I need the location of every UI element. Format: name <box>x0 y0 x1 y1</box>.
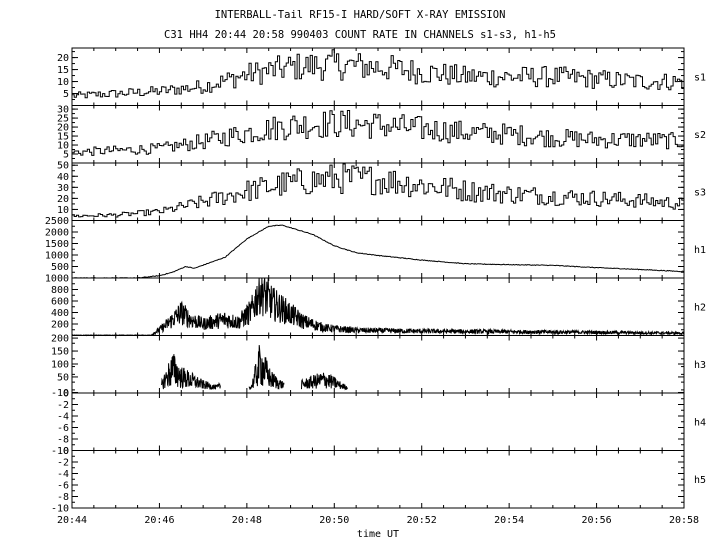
y-tick-label: -8 <box>57 492 69 503</box>
y-tick-label: 30 <box>57 183 69 194</box>
series-line-s2 <box>72 110 685 156</box>
panel-label-s1: s1 <box>694 72 706 83</box>
y-tick-label: 0 <box>63 446 69 457</box>
panel-frame-h1 <box>71 220 685 279</box>
panel-label-h4: h4 <box>694 417 706 428</box>
y-tick-label: -2 <box>57 458 69 469</box>
y-tick-label: 40 <box>57 172 69 183</box>
y-tick-label: 200 <box>51 334 69 345</box>
x-tick-label: 20:44 <box>57 515 87 526</box>
y-tick-label: 600 <box>51 297 69 308</box>
y-tick-label: -6 <box>57 423 69 434</box>
y-tick-label: 30 <box>57 105 69 116</box>
y-tick-label: 1000 <box>45 251 69 262</box>
x-tick-label: 20:48 <box>232 515 262 526</box>
y-tick-label: 500 <box>51 262 69 273</box>
y-tick-label: 15 <box>57 65 69 76</box>
panel-frame-h5 <box>71 450 685 509</box>
y-tick-label: 50 <box>57 372 69 383</box>
y-tick-label: -8 <box>57 435 69 446</box>
y-tick-label: -4 <box>57 412 69 423</box>
y-tick-label: -2 <box>57 400 69 411</box>
chart-title: INTERBALL-Tail RF15-I HARD/SOFT X-RAY EM… <box>214 9 506 21</box>
chart-subtitle: C31 HH4 20:44 20:58 990403 COUNT RATE IN… <box>164 29 556 41</box>
panels-group: 5101520s151015202530s21020304050s3500100… <box>45 47 706 515</box>
x-tick-label: 20:50 <box>319 515 349 526</box>
y-tick-label: 0 <box>63 389 69 400</box>
y-tick-label: 2500 <box>45 216 69 227</box>
series-line-s1 <box>72 49 685 99</box>
y-tick-label: -10 <box>51 446 69 457</box>
panel-label-s3: s3 <box>694 187 706 198</box>
x-tick-label: 20:46 <box>144 515 174 526</box>
y-tick-label: 50 <box>57 161 69 172</box>
y-tick-label: 1500 <box>45 239 69 250</box>
y-tick-label: -10 <box>51 388 69 399</box>
y-tick-label: -10 <box>51 504 69 515</box>
y-tick-label: 10 <box>57 141 69 152</box>
x-tick-label: 20:58 <box>669 515 699 526</box>
x-axis-label: time UT <box>357 529 399 540</box>
y-tick-label: 10 <box>57 205 69 216</box>
y-tick-label: 100 <box>51 359 69 370</box>
y-tick-label: 150 <box>51 347 69 358</box>
series-line-h1 <box>72 224 685 279</box>
x-tick-label: 20:52 <box>407 515 437 526</box>
y-tick-label: 20 <box>57 53 69 64</box>
series-line-h3-1 <box>248 345 285 390</box>
panel-label-h1: h1 <box>694 245 706 256</box>
y-tick-label: 5 <box>63 89 69 100</box>
panel-frame-h4 <box>71 392 685 451</box>
panel-label-s2: s2 <box>694 130 706 141</box>
y-tick-label: 15 <box>57 132 69 143</box>
y-tick-label: 25 <box>57 114 69 125</box>
series-line-h2 <box>71 277 685 337</box>
panel-label-h5: h5 <box>694 475 706 486</box>
x-tick-label: 20:56 <box>582 515 612 526</box>
y-tick-label: 800 <box>51 285 69 296</box>
y-tick-label: 2000 <box>45 228 69 239</box>
y-tick-label: -6 <box>57 481 69 492</box>
panel-label-h3: h3 <box>694 360 706 371</box>
y-tick-label: 20 <box>57 123 69 134</box>
y-tick-label: 400 <box>51 308 69 319</box>
series-line-h3 <box>161 354 221 390</box>
series-line-s3 <box>72 163 685 218</box>
y-tick-label: 1000 <box>45 274 69 285</box>
x-axis: 20:44 20:46 20:48 20:50 20:52 20:54 20:56 20:58 <box>57 515 699 526</box>
x-tick-label: 20:54 <box>494 515 524 526</box>
y-tick-label: 200 <box>51 320 69 331</box>
panel-label-h2: h2 <box>694 302 706 313</box>
y-tick-label: -4 <box>57 469 69 480</box>
y-tick-label: 10 <box>57 77 69 88</box>
y-tick-label: 5 <box>63 150 69 161</box>
series-line-h3-2 <box>301 372 348 391</box>
y-tick-label: 20 <box>57 194 69 205</box>
